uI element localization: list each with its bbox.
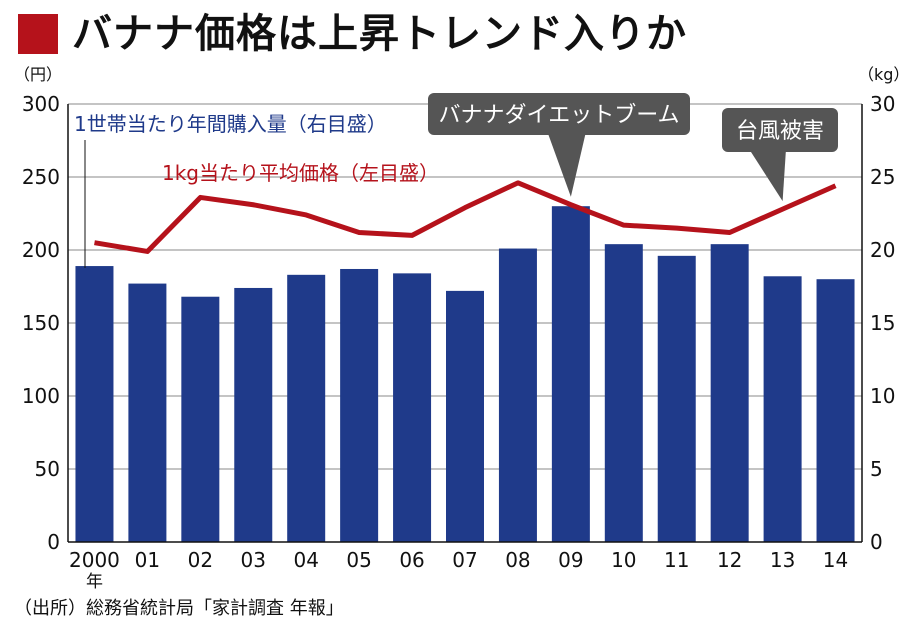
title-bar: バナナ価格は上昇トレンド入りか xyxy=(18,14,687,54)
bar-purchase-volume xyxy=(340,268,379,542)
right-tick-label: 15 xyxy=(870,311,895,335)
callout-pointer xyxy=(548,135,586,197)
right-tick-label: 30 xyxy=(870,92,895,116)
x-tick-label: 04 xyxy=(293,548,318,572)
bar-purchase-volume xyxy=(551,206,590,542)
chart-title: バナナ価格は上昇トレンド入りか xyxy=(72,10,687,57)
bar-purchase-volume xyxy=(393,273,432,542)
x-tick-label: 10 xyxy=(611,548,636,572)
left-tick-label: 150 xyxy=(22,311,60,335)
x-tick-label: 05 xyxy=(346,548,371,572)
x-tick-label: 09 xyxy=(558,548,583,572)
callout-box xyxy=(428,93,690,135)
x-tick-label: 07 xyxy=(452,548,477,572)
line-average-price xyxy=(94,180,837,254)
bar-purchase-volume xyxy=(234,287,273,542)
bar-purchase-volume xyxy=(446,290,484,542)
right-axis-unit: （kg） xyxy=(858,65,909,84)
x-tick-label: 03 xyxy=(241,548,266,572)
left-tick-label: 250 xyxy=(22,165,60,189)
callout-pointer xyxy=(751,152,786,202)
callout-label: バナナダイエットブーム xyxy=(438,103,679,128)
left-tick-label: 50 xyxy=(35,457,60,481)
right-tick-label: 25 xyxy=(870,165,895,189)
x-tick-label: 14 xyxy=(823,548,848,572)
callout-box xyxy=(722,108,838,152)
bar-purchase-volume xyxy=(763,276,802,542)
bar-purchase-volume xyxy=(710,244,749,542)
bar-purchase-volume xyxy=(287,274,326,542)
legend-purchase-volume: 1世帯当たり年間購入量（右目盛） xyxy=(74,112,387,136)
bar-purchase-volume xyxy=(498,248,537,543)
callout-label: 台風被害 xyxy=(736,119,824,144)
x-tick-label: 13 xyxy=(770,548,795,572)
title-square-icon xyxy=(18,14,58,54)
legend-average-price: 1kg当たり平均価格（左目盛） xyxy=(162,161,439,185)
x-tick-label: 06 xyxy=(399,548,424,572)
bar-purchase-volume xyxy=(128,283,167,542)
x-tick-label: 02 xyxy=(188,548,213,572)
bar-purchase-volume xyxy=(604,244,643,542)
bar-purchase-volume xyxy=(181,296,220,542)
right-tick-label: 0 xyxy=(870,530,883,554)
x-tick-label: 11 xyxy=(664,548,689,572)
x-tick-label: 08 xyxy=(505,548,530,572)
left-axis-unit: （円） xyxy=(14,65,62,84)
right-tick-label: 20 xyxy=(870,238,895,262)
x-tick-label: 01 xyxy=(135,548,160,572)
source-note: （出所）総務省統計局「家計調査 年報」 xyxy=(14,598,344,619)
right-tick-label: 10 xyxy=(870,384,895,408)
left-tick-label: 300 xyxy=(22,92,60,116)
x-tick-label: 12 xyxy=(717,548,742,572)
x-first-category-suffix: 年 xyxy=(86,572,103,592)
right-tick-label: 5 xyxy=(870,457,883,481)
bar-purchase-volume xyxy=(657,255,696,542)
bar-purchase-volume xyxy=(75,266,114,542)
left-tick-label: 200 xyxy=(22,238,60,262)
bar-purchase-volume xyxy=(816,279,855,542)
left-tick-label: 100 xyxy=(22,384,60,408)
x-tick-label: 2000 xyxy=(69,548,120,572)
left-tick-label: 0 xyxy=(47,530,60,554)
